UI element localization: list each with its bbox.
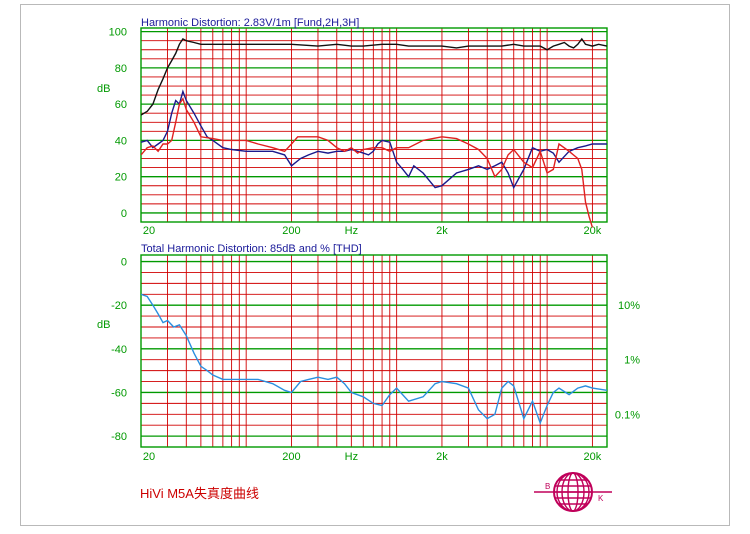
y-axis-label: dB (97, 83, 110, 95)
x-tick-label: Hz (345, 225, 358, 237)
chart-panel-2: Total Harmonic Distortion: 85dB and % [T… (97, 243, 640, 463)
y-tick-label: 0 (121, 257, 127, 269)
logo-letter-left: B (545, 482, 550, 491)
y-tick-label: 80 (115, 63, 127, 75)
y-tick-label: -20 (111, 300, 127, 312)
y-tick-label: -40 (111, 344, 127, 356)
y-tick-label: -60 (111, 387, 127, 399)
y-tick-label: 60 (115, 99, 127, 111)
y-tick-label: 20 (115, 172, 127, 184)
x-tick-label: 2k (436, 225, 448, 237)
y-tick-label: 40 (115, 135, 127, 147)
plot-area-border (140, 27, 608, 223)
right-axis-label: 10% (618, 300, 640, 312)
x-tick-label: 200 (282, 451, 300, 463)
series-line-h2 (141, 89, 607, 190)
chart-panel-1: Harmonic Distortion: 2.83V/1m [Fund,2H,3… (97, 17, 608, 237)
right-axis-label: 1% (624, 355, 640, 367)
x-tick-label: 20k (584, 225, 602, 237)
figure-caption: HiVi M5A失真度曲线 (140, 486, 259, 501)
series-line-thd (141, 293, 607, 425)
x-tick-label: 20k (584, 451, 602, 463)
x-tick-label: 20 (143, 225, 155, 237)
x-tick-label: 2k (436, 451, 448, 463)
series-line-fund (141, 37, 607, 116)
y-tick-label: 0 (121, 208, 127, 220)
y-axis-label: dB (97, 319, 110, 331)
bk-globe-logo: BK (534, 472, 612, 512)
x-tick-label: 20 (143, 451, 155, 463)
series-line-h3 (141, 97, 594, 228)
x-tick-label: Hz (345, 451, 358, 463)
chart-title: Harmonic Distortion: 2.83V/1m [Fund,2H,3… (141, 17, 359, 29)
x-tick-label: 200 (282, 225, 300, 237)
logo-letter-right: K (598, 494, 604, 503)
chart-title: Total Harmonic Distortion: 85dB and % [T… (141, 243, 362, 255)
y-tick-label: -80 (111, 431, 127, 443)
report-frame (20, 4, 730, 526)
right-axis-label: 0.1% (615, 409, 640, 421)
plot-area-border (140, 254, 608, 448)
y-tick-label: 100 (109, 27, 127, 39)
